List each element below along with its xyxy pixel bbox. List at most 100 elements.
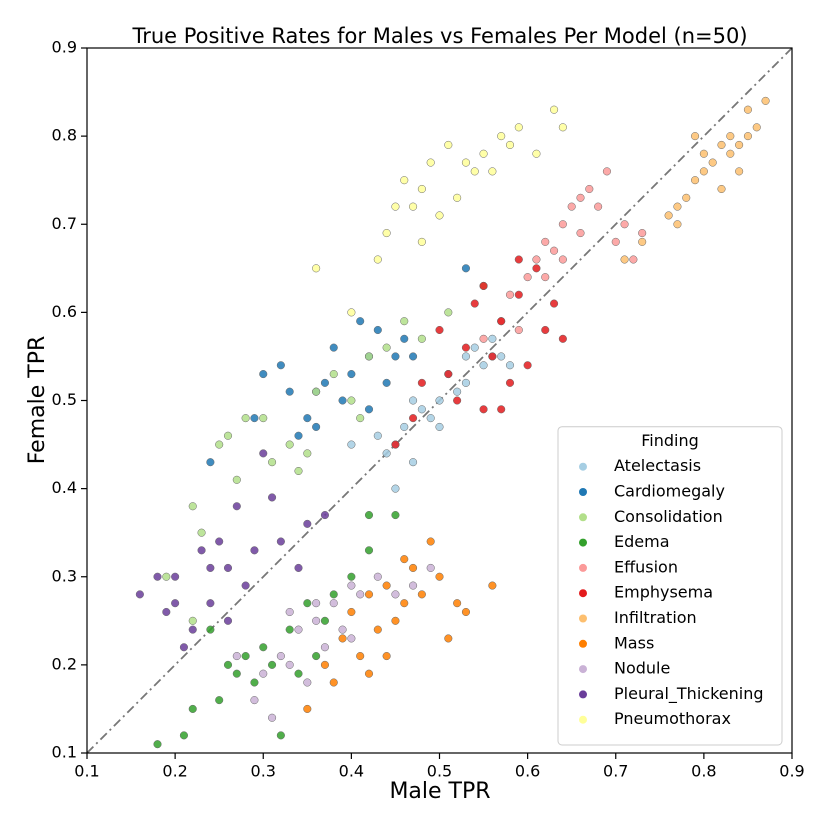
x-tick-label: 0.8 [691,762,716,781]
point [276,361,285,370]
point [294,431,303,440]
point [259,643,268,652]
point [699,149,708,158]
point [682,193,691,202]
legend-label: Edema [614,532,670,551]
point [717,184,726,194]
point [417,405,426,414]
point [303,449,312,458]
x-axis-label: Male TPR [389,779,490,804]
point [329,343,338,352]
point [171,599,180,608]
point [409,414,418,423]
point [453,599,462,608]
point [409,352,418,361]
point [223,660,233,669]
point [320,511,329,520]
point [514,325,523,335]
point [514,290,523,299]
point [188,502,197,511]
point [259,669,268,678]
legend-label: Consolidation [614,507,723,526]
point [426,414,435,423]
point [356,590,365,599]
legend-marker [579,563,587,572]
point [417,590,426,599]
point [417,237,426,246]
point [426,158,435,167]
legend-label: Nodule [614,659,670,678]
point [400,555,409,564]
point [479,361,488,370]
point [761,96,770,105]
point [347,572,356,581]
point [215,696,224,705]
point [294,669,303,678]
point [461,264,470,273]
point [391,590,400,599]
point [453,193,462,202]
point [488,334,497,343]
point [356,414,365,423]
point [620,255,629,264]
point [320,660,329,669]
legend-marker [579,589,587,598]
point [461,343,470,352]
point [541,237,550,246]
point [347,581,356,590]
point [708,158,717,167]
point [320,643,329,652]
point [162,572,171,581]
point [364,590,374,599]
point [611,237,620,246]
y-tick-label: 0.7 [52,214,77,233]
point [435,422,444,431]
point [373,325,382,335]
point [735,140,744,149]
point [400,317,409,326]
point [232,652,241,661]
point [259,414,268,423]
point [638,229,647,238]
point [594,202,603,211]
point [426,537,435,546]
y-tick-label: 0.9 [52,38,77,57]
point [673,202,682,211]
point [409,581,418,590]
point [188,616,197,625]
point [638,237,647,246]
point [699,167,708,176]
point [382,581,391,590]
point [717,140,726,149]
point [373,431,382,440]
point [373,255,382,264]
y-tick-label: 0.8 [52,126,77,145]
legend-label: Atelectasis [614,456,701,475]
point [294,466,303,476]
point [602,167,611,176]
point [285,387,294,396]
x-tick-label: 0.1 [74,762,99,781]
point [329,590,338,599]
point [691,132,700,141]
point [232,669,241,678]
point [312,387,321,396]
point [232,502,241,511]
point [259,449,268,458]
point [470,167,479,176]
legend-label: Pleural_Thickening [614,684,763,704]
point [514,255,523,264]
point [276,652,285,661]
legend-marker [579,462,587,471]
legend-label: Emphysema [614,583,713,602]
point [558,334,567,343]
point [294,625,303,634]
y-tick-label: 0.6 [52,302,77,321]
y-tick-label: 0.1 [52,743,77,762]
point [303,704,312,713]
point [268,713,277,722]
point [400,334,409,343]
point [743,132,752,141]
point [558,220,567,229]
